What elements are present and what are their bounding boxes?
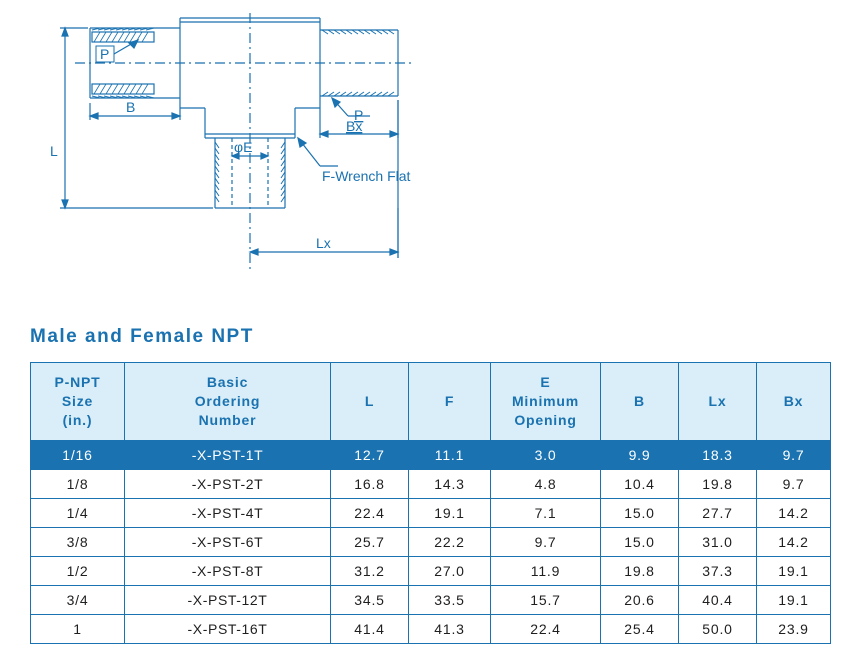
column-header: F <box>409 363 491 441</box>
table-cell: 11.1 <box>409 440 491 469</box>
table-cell: 27.7 <box>679 498 757 527</box>
dim-label-phie: φE <box>234 139 252 155</box>
table-cell: 34.5 <box>331 585 409 614</box>
table-cell: 20.6 <box>601 585 679 614</box>
column-header: Bx <box>757 363 831 441</box>
table-cell: 19.8 <box>601 556 679 585</box>
table-cell: 19.1 <box>757 556 831 585</box>
table-cell: 22.4 <box>331 498 409 527</box>
table-cell: 33.5 <box>409 585 491 614</box>
table-cell: 9.7 <box>491 527 601 556</box>
column-header: EMinimumOpening <box>491 363 601 441</box>
table-cell: 7.1 <box>491 498 601 527</box>
table-cell: 11.9 <box>491 556 601 585</box>
table-cell: -X-PST-1T <box>125 440 331 469</box>
column-header: BasicOrderingNumber <box>125 363 331 441</box>
table-cell: -X-PST-12T <box>125 585 331 614</box>
dim-label-b: B <box>126 99 135 115</box>
table-cell: 14.2 <box>757 527 831 556</box>
dim-label-p1: P <box>100 46 109 62</box>
table-cell: 15.7 <box>491 585 601 614</box>
table-cell: -X-PST-2T <box>125 469 331 498</box>
table-cell: 50.0 <box>679 614 757 643</box>
table-cell: 9.7 <box>757 440 831 469</box>
table-cell: 14.3 <box>409 469 491 498</box>
table-row[interactable]: 3/8-X-PST-6T25.722.29.715.031.014.2 <box>31 527 831 556</box>
dim-label-l: L <box>50 143 58 159</box>
table-cell: 3.0 <box>491 440 601 469</box>
fitting-diagram-svg: P B L φE P Bx F-Wrench Flat Lx <box>20 8 450 288</box>
table-cell: -X-PST-4T <box>125 498 331 527</box>
table-row[interactable]: 1/8-X-PST-2T16.814.34.810.419.89.7 <box>31 469 831 498</box>
table-cell: 25.4 <box>601 614 679 643</box>
table-cell: 40.4 <box>679 585 757 614</box>
column-header: L <box>331 363 409 441</box>
table-cell: 23.9 <box>757 614 831 643</box>
table-cell: 9.7 <box>757 469 831 498</box>
table-cell: 15.0 <box>601 527 679 556</box>
column-header: Lx <box>679 363 757 441</box>
table-cell: 1/2 <box>31 556 125 585</box>
table-cell: 14.2 <box>757 498 831 527</box>
table-cell: 31.2 <box>331 556 409 585</box>
table-cell: 1 <box>31 614 125 643</box>
technical-diagram: P B L φE P Bx F-Wrench Flat Lx <box>0 0 865 308</box>
table-cell: 10.4 <box>601 469 679 498</box>
table-cell: 9.9 <box>601 440 679 469</box>
table-cell: -X-PST-6T <box>125 527 331 556</box>
table-cell: 15.0 <box>601 498 679 527</box>
table-cell: 18.3 <box>679 440 757 469</box>
table-cell: 19.8 <box>679 469 757 498</box>
dim-label-bx: Bx <box>346 118 362 134</box>
table-cell: 1/16 <box>31 440 125 469</box>
table-cell: 22.4 <box>491 614 601 643</box>
table-cell: 19.1 <box>757 585 831 614</box>
column-header: P-NPTSize(in.) <box>31 363 125 441</box>
spec-table: P-NPTSize(in.)BasicOrderingNumberLFEMini… <box>30 362 831 644</box>
table-cell: 41.3 <box>409 614 491 643</box>
table-cell: 3/4 <box>31 585 125 614</box>
table-cell: -X-PST-8T <box>125 556 331 585</box>
section-title: Male and Female NPT <box>0 308 865 362</box>
table-cell: 1/8 <box>31 469 125 498</box>
table-cell: 25.7 <box>331 527 409 556</box>
table-header: P-NPTSize(in.)BasicOrderingNumberLFEMini… <box>31 363 831 441</box>
table-cell: 19.1 <box>409 498 491 527</box>
table-cell: 37.3 <box>679 556 757 585</box>
table-cell: -X-PST-16T <box>125 614 331 643</box>
table-row[interactable]: 1-X-PST-16T41.441.322.425.450.023.9 <box>31 614 831 643</box>
table-row[interactable]: 1/16-X-PST-1T12.711.13.09.918.39.7 <box>31 440 831 469</box>
table-cell: 16.8 <box>331 469 409 498</box>
table-cell: 22.2 <box>409 527 491 556</box>
table-cell: 27.0 <box>409 556 491 585</box>
table-row[interactable]: 1/4-X-PST-4T22.419.17.115.027.714.2 <box>31 498 831 527</box>
table-cell: 3/8 <box>31 527 125 556</box>
table-cell: 12.7 <box>331 440 409 469</box>
dim-label-lx: Lx <box>316 235 331 251</box>
dim-label-f: F-Wrench Flat <box>322 168 411 184</box>
table-cell: 1/4 <box>31 498 125 527</box>
column-header: B <box>601 363 679 441</box>
table-row[interactable]: 1/2-X-PST-8T31.227.011.919.837.319.1 <box>31 556 831 585</box>
table-cell: 4.8 <box>491 469 601 498</box>
table-row[interactable]: 3/4-X-PST-12T34.533.515.720.640.419.1 <box>31 585 831 614</box>
table-cell: 41.4 <box>331 614 409 643</box>
table-cell: 31.0 <box>679 527 757 556</box>
